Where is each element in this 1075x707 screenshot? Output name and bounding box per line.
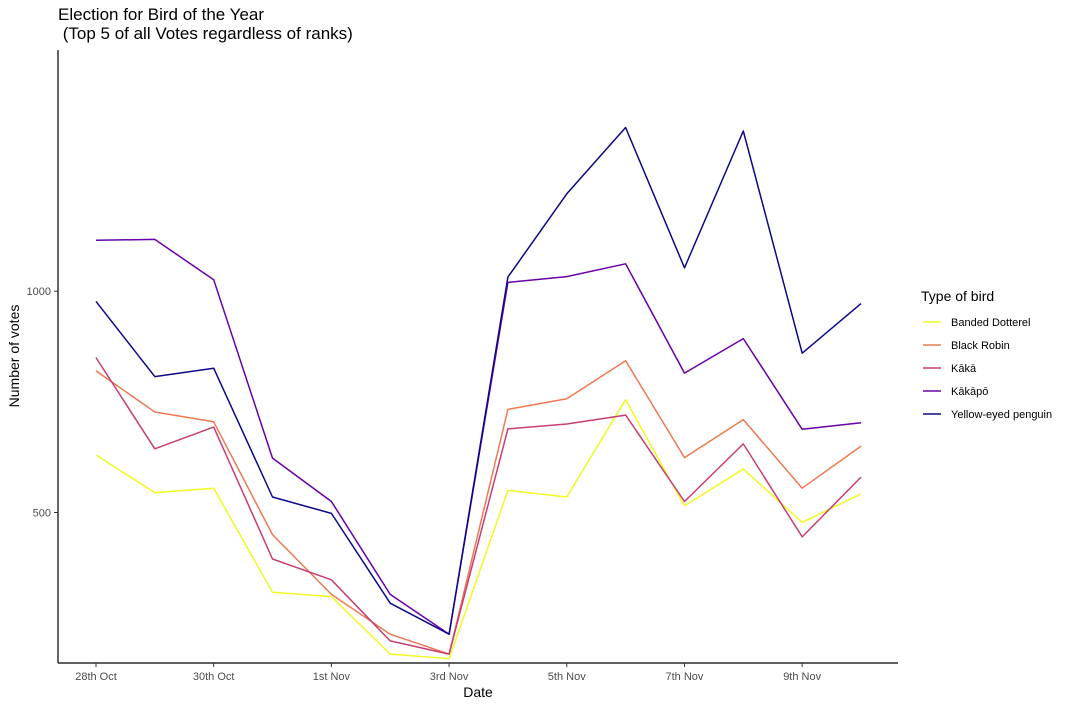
x-tick-label: 30th Oct [193, 671, 235, 683]
chart-subtitle: (Top 5 of all Votes regardless of ranks) [58, 24, 353, 43]
legend-label-1: Banded Dotterel [951, 317, 1031, 329]
legend-label-3: Kākā [951, 363, 977, 375]
x-tick-label: 7th Nov [666, 671, 704, 683]
x-tick-label: 3rd Nov [430, 671, 469, 683]
legend: Type of bird Banded Dotterel Black Robin K… [921, 288, 1052, 421]
plot-lines [95, 126, 862, 660]
y-tick-label: 1000 [27, 286, 51, 298]
x-tick-label: 5th Nov [548, 671, 586, 683]
y-axis-ticks: 500 1000 [27, 286, 58, 520]
series-line-1 [95, 398, 862, 660]
series-line-2 [95, 359, 862, 655]
chart-title: Election for Bird of the Year [58, 5, 264, 24]
series-line-5 [95, 126, 862, 635]
x-tick-label: 28th Oct [75, 671, 117, 683]
series-line-3 [95, 357, 862, 655]
legend-label-5: Yellow-eyed penguin [951, 409, 1052, 421]
x-axis-title: Date [463, 684, 493, 700]
x-tick-label: 9th Nov [783, 671, 821, 683]
legend-label-2: Black Robin [951, 340, 1010, 352]
legend-label-4: Kākāpō [951, 386, 988, 398]
y-axis-title: Number of votes [6, 305, 22, 408]
x-axis-ticks: 28th Oct 30th Oct 1st Nov 3rd Nov 5th Nov 7th… [75, 663, 822, 683]
legend-title: Type of bird [921, 288, 994, 304]
y-tick-label: 500 [33, 508, 51, 520]
x-tick-label: 1st Nov [313, 671, 351, 683]
